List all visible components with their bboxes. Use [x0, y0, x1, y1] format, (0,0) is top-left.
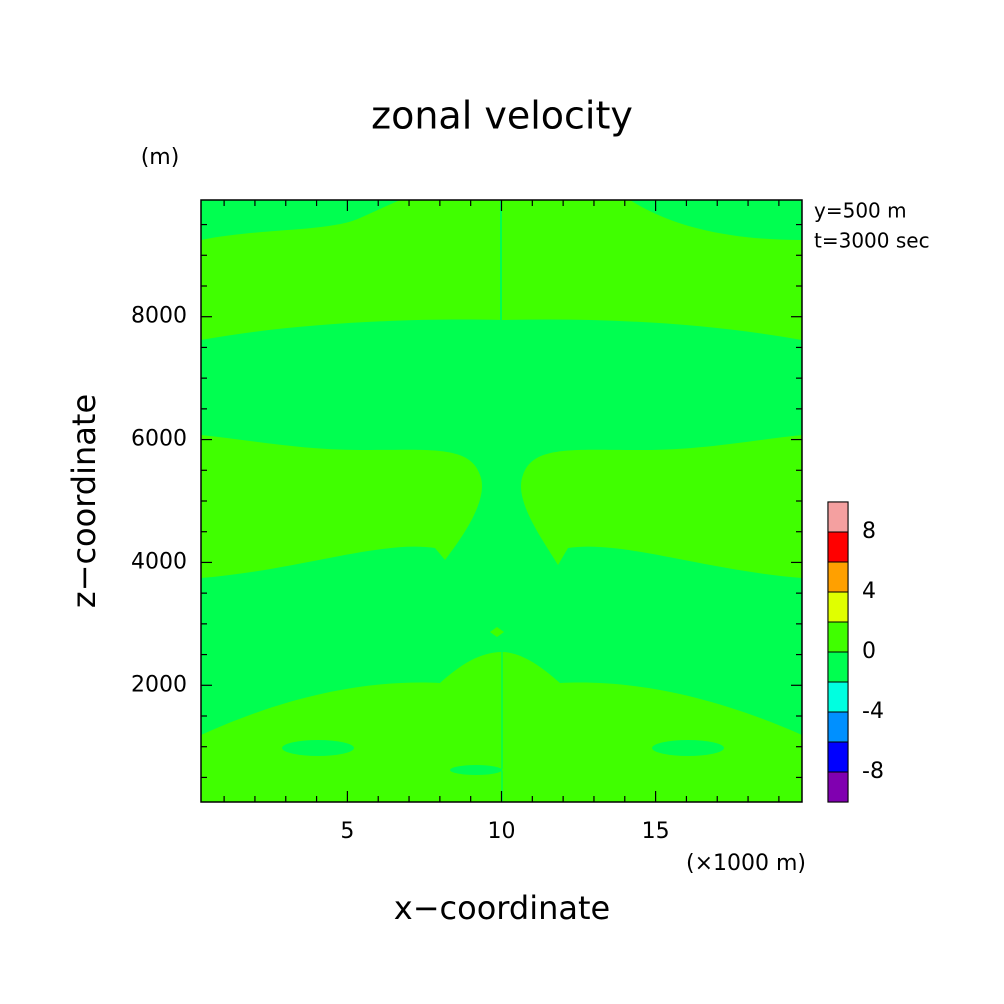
contour-region — [282, 740, 354, 756]
contour-region — [502, 765, 554, 775]
colorbar-box — [827, 711, 849, 743]
colorbar-box — [827, 651, 849, 683]
x-tick-label: 5 — [340, 819, 354, 844]
colorbar-box — [827, 591, 849, 623]
contour-region — [450, 765, 502, 775]
colorbar-tick-label: -8 — [862, 759, 884, 784]
y-tick-label: 6000 — [131, 427, 187, 452]
y-tick-label: 4000 — [131, 549, 187, 574]
x-unit: (×1000 m) — [686, 851, 806, 876]
colorbar-box — [827, 621, 849, 653]
colorbar-box — [827, 531, 849, 563]
contour-region — [504, 627, 515, 637]
colorbar-box — [827, 561, 849, 593]
contour-region — [201, 435, 482, 578]
contour-region — [500, 200, 502, 320]
colorbar-box — [827, 741, 849, 773]
colorbar-tick-label: 0 — [862, 639, 876, 664]
contour-region — [201, 200, 400, 240]
contour-field — [201, 200, 802, 802]
contour-region — [630, 200, 802, 240]
colorbar-tick-label: -4 — [862, 699, 884, 724]
x-axis-label: x−coordinate — [394, 889, 610, 927]
y-tick-label: 2000 — [131, 672, 187, 697]
colorbar-tick-label: 4 — [862, 579, 876, 604]
y-unit: (m) — [141, 145, 180, 170]
contour-region — [490, 627, 504, 637]
contour-region — [652, 740, 724, 756]
annotation: t=3000 sec — [814, 229, 930, 253]
colorbar-box — [827, 681, 849, 713]
annotation: y=500 m — [814, 199, 907, 223]
colorbar-box — [827, 501, 849, 533]
y-axis-label: z−coordinate — [65, 394, 103, 608]
x-tick-label: 15 — [642, 819, 670, 844]
contour-region — [521, 435, 802, 578]
chart-title: zonal velocity — [371, 94, 633, 138]
colorbar-box — [827, 771, 849, 803]
x-tick-label: 10 — [488, 819, 516, 844]
y-tick-label: 8000 — [131, 304, 187, 329]
colorbar-tick-label: 8 — [862, 519, 876, 544]
